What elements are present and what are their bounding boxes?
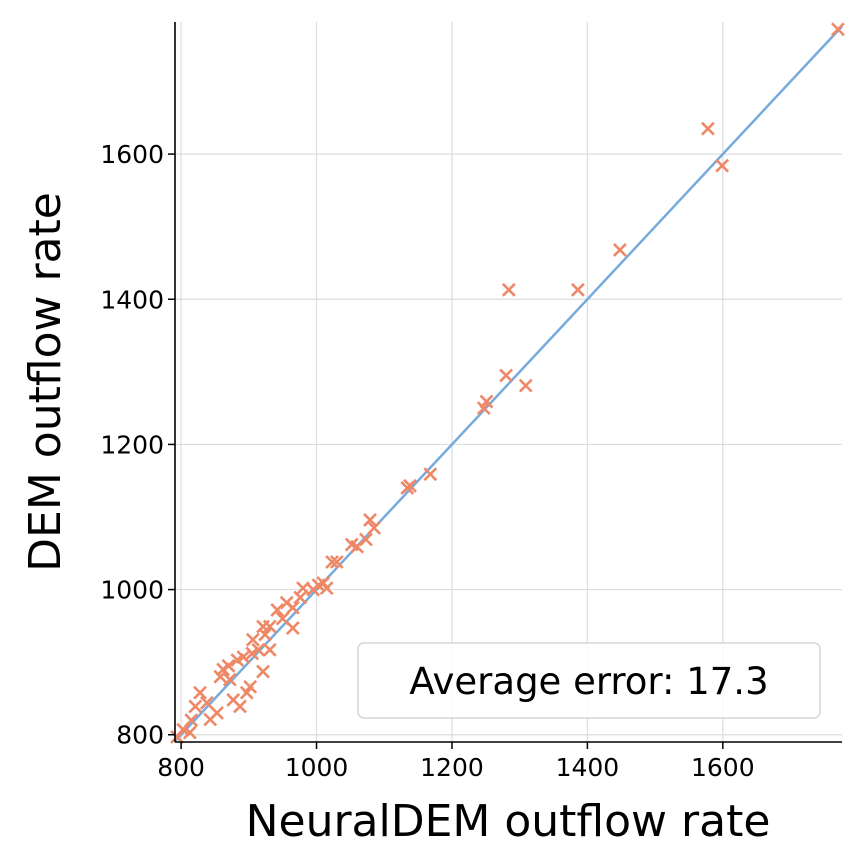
data-point <box>270 602 285 617</box>
data-point <box>518 378 533 393</box>
data-point <box>258 627 272 642</box>
data-point <box>221 658 236 673</box>
data-point <box>199 695 214 710</box>
x-axis-ticks: 800 1000 1200 1400 1600 <box>157 742 755 782</box>
data-point <box>239 685 254 700</box>
reference-line-y-equals-x <box>174 25 843 743</box>
y-tick-label: 1200 <box>100 430 164 459</box>
data-point <box>245 632 260 647</box>
grid <box>175 22 842 742</box>
data-point <box>363 512 377 527</box>
data-point <box>715 158 730 173</box>
data-point <box>501 282 516 297</box>
data-point <box>230 653 245 667</box>
y-axis-label: DEM outflow rate <box>20 192 71 572</box>
data-point <box>831 22 845 37</box>
data-point <box>479 394 494 409</box>
data-point <box>293 590 308 605</box>
data-point <box>423 467 438 482</box>
x-axis-label: NeuralDEM outflow rate <box>246 796 771 847</box>
data-point <box>233 699 247 714</box>
data-point <box>188 699 203 714</box>
data-point <box>570 282 585 297</box>
data-point <box>359 532 373 547</box>
data-point <box>193 685 207 700</box>
data-point <box>222 672 237 687</box>
data-point <box>182 725 197 740</box>
data-point <box>203 712 218 727</box>
x-tick-label: 800 <box>157 753 205 782</box>
y-tick-label: 1000 <box>100 576 164 605</box>
data-point <box>329 555 344 569</box>
data-point <box>213 669 228 684</box>
data-point <box>256 619 270 634</box>
data-point <box>319 581 334 596</box>
y-tick-label: 800 <box>116 721 164 750</box>
x-tick-label: 1000 <box>285 753 349 782</box>
y-tick-label: 1400 <box>100 285 164 314</box>
data-point <box>170 729 184 744</box>
y-tick-label: 1600 <box>100 140 164 169</box>
data-point <box>262 642 277 657</box>
data-point <box>275 611 290 626</box>
data-point <box>184 713 199 728</box>
data-point <box>306 582 321 597</box>
data-point <box>285 600 300 615</box>
data-point <box>403 478 417 493</box>
y-axis-ticks: 800 1000 1200 1400 1600 <box>100 140 175 750</box>
data-point <box>499 368 514 383</box>
average-error-text: Average error: 17.3 <box>409 660 768 703</box>
x-tick-label: 1600 <box>691 753 755 782</box>
annotation-box: Average error: 17.3 <box>357 642 821 719</box>
data-point <box>325 555 340 569</box>
data-point <box>367 520 382 535</box>
data-point <box>245 646 260 661</box>
x-tick-label: 1200 <box>420 753 484 782</box>
data-point <box>256 664 270 679</box>
data-point <box>701 121 715 136</box>
data-point <box>612 242 627 257</box>
x-tick-label: 1400 <box>556 753 620 782</box>
data-points <box>170 22 845 744</box>
